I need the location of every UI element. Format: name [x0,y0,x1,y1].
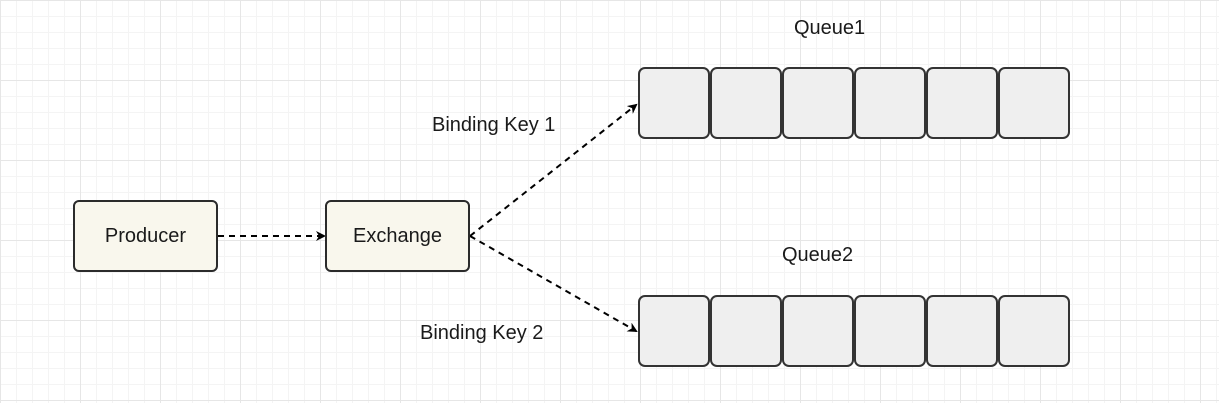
binding-key-2-label: Binding Key 2 [420,322,544,344]
queue1-slot [998,67,1070,139]
producer-label: Producer [104,224,187,247]
queue2-title: Queue2 [782,244,854,266]
queue1-slot [638,67,710,139]
queue1-slot [926,67,998,139]
queue1-slot [782,67,854,139]
queue2-slot [710,295,782,367]
producer-node[interactable]: Producer [73,200,218,272]
queue1-slot [710,67,782,139]
queue1[interactable] [638,67,1070,139]
exchange-label: Exchange [353,224,442,247]
queue2-slot [638,295,710,367]
queue1-title: Queue1 [794,17,866,39]
exchange-node[interactable]: Exchange [325,200,470,272]
exchange-to-queue2-arrow [469,235,638,332]
queue2-slot [998,295,1070,367]
queue2-slot [926,295,998,367]
queue2[interactable] [638,295,1070,367]
queue1-slot [854,67,926,139]
exchange-to-queue1-arrow [469,103,638,237]
queue2-slot [854,295,926,367]
queue2-slot [782,295,854,367]
binding-key-1-label: Binding Key 1 [432,114,556,136]
